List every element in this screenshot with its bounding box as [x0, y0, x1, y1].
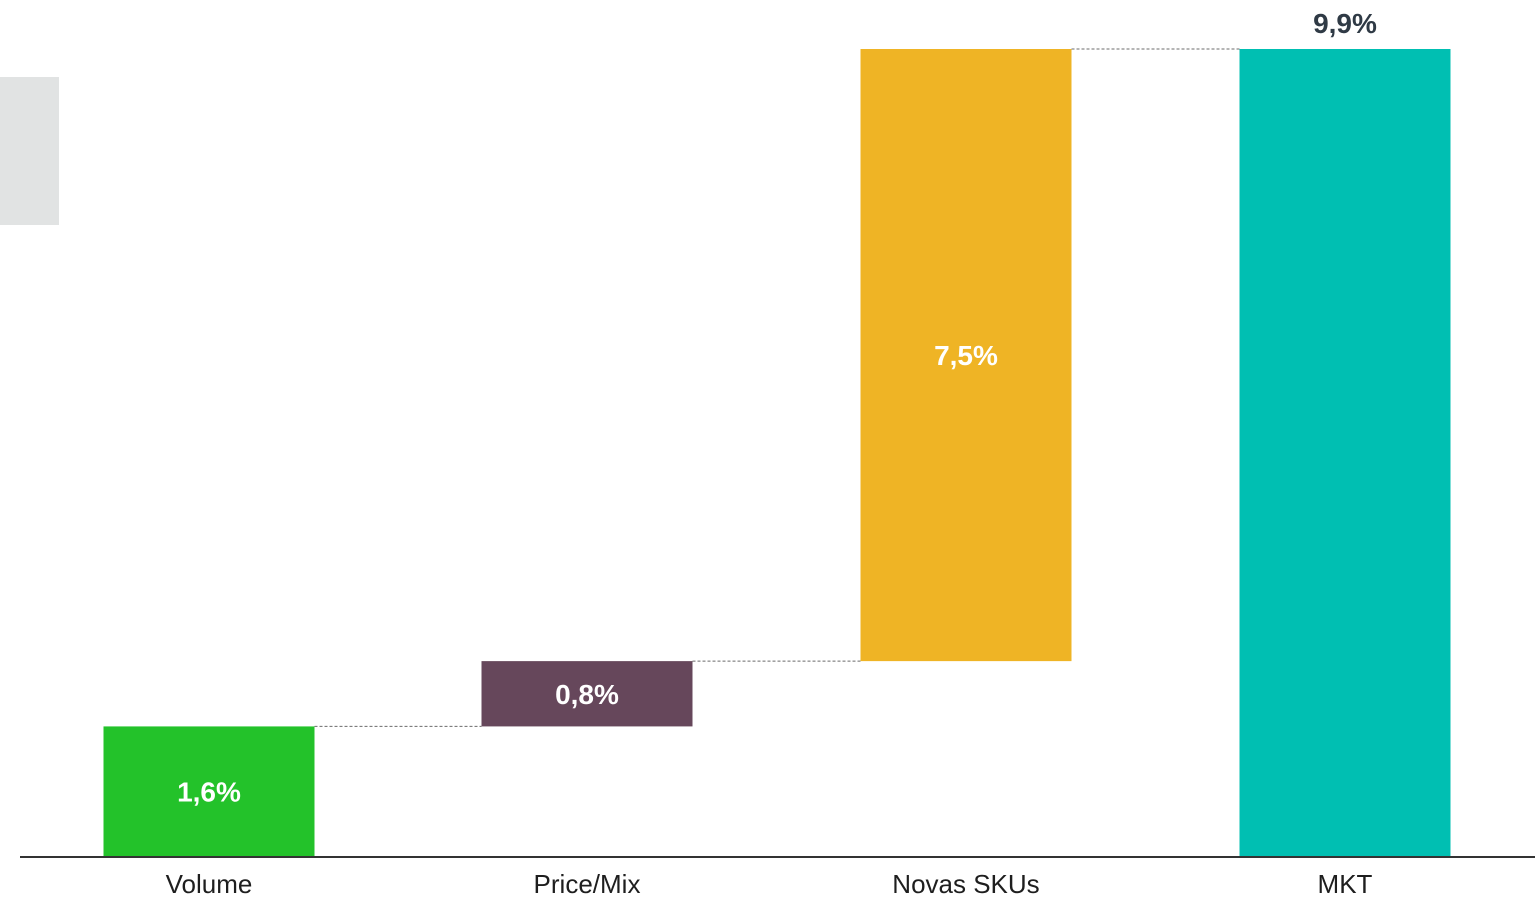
data-label-mkt: 9,9% [1313, 8, 1377, 39]
connector-lines [314, 48, 1240, 727]
category-label-mkt: MKT [1318, 869, 1373, 899]
data-label-novas-skus: 7,5% [934, 340, 998, 371]
category-labels: Volume Price/Mix Novas SKUs MKT [166, 869, 1373, 899]
category-label-novas-skus: Novas SKUs [892, 869, 1039, 899]
data-label-price-mix: 0,8% [555, 679, 619, 710]
bar-volume [103, 726, 315, 857]
category-label-volume: Volume [166, 869, 253, 899]
data-labels: 1,6% 0,8% 7,5% 9,9% [177, 8, 1377, 808]
side-tab [0, 77, 59, 225]
category-label-price-mix: Price/Mix [534, 869, 641, 899]
data-label-volume: 1,6% [177, 777, 241, 808]
bars [103, 49, 1451, 857]
bar-price-mix [481, 661, 693, 727]
bar-novas-skus [860, 49, 1072, 662]
bar-mkt [1239, 49, 1451, 857]
